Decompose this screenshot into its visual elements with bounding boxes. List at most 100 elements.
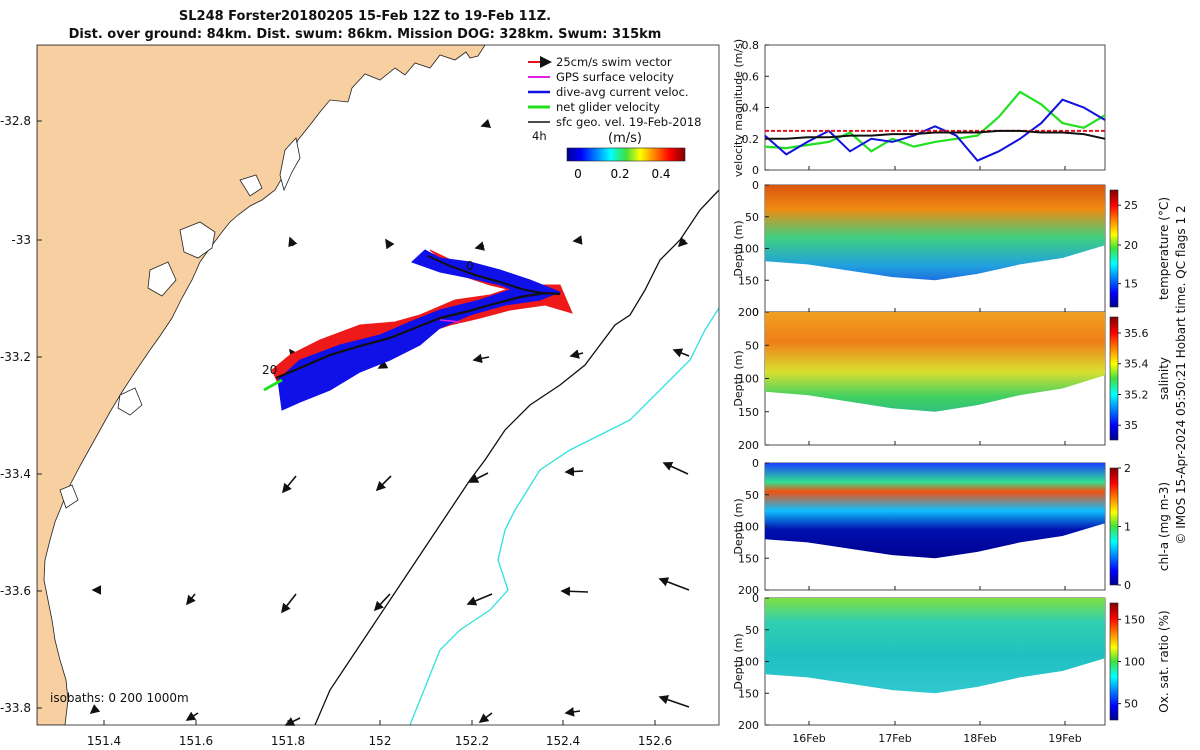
isobath-200m [314,189,719,725]
cbar-tick-0.2: 0.2 [610,167,629,181]
track-line [427,255,549,295]
copyright-note: © IMOS 15-Apr-2024 05:50:21 Hobart time.… [1174,205,1188,544]
colorbar-label: Ox. sat. ratio (%) [1157,610,1171,712]
sfc-velocity-arrow [658,695,690,708]
time-tick-label: 17Feb [878,732,911,745]
lat-tick-label: -33.6 [0,584,31,598]
net-velocity [263,378,283,392]
profile-colorbar [1109,602,1119,721]
depth-tick-label: 50 [745,211,759,224]
colorbar-tick-label: 2 [1124,462,1131,475]
depth-ylabel: Depth (m) [732,350,745,406]
time-tick-label: 18Feb [963,732,996,745]
lake [147,261,177,297]
lon-tick-label: 152.2 [455,734,489,748]
colorbar-label: temperature (°C) [1157,197,1171,300]
colorbar-label: chl-a (mg m-3) [1157,482,1171,571]
depth-tick-label: 150 [738,406,759,419]
depth-tick-label: 100 [738,373,759,386]
colorbar-tick-label: 35 [1124,419,1138,432]
lake [179,221,216,259]
sfc-velocity-arrow [373,593,391,612]
profile-panel-salinity: 0 50 100 150 200 Depth (m) 35 35.2 35.4 35.6 salin… [732,306,1171,452]
colorbar-tick-label: 15 [1124,278,1138,291]
cbar-tick-0: 0 [574,167,582,181]
colorbar-tick-label: 35.4 [1124,358,1149,371]
depth-tick-label: 50 [745,489,759,502]
velocity-series-line [764,98,1106,162]
sfc-velocity-arrow [185,711,199,721]
lat-tick-label: -32.8 [0,114,31,128]
sfc-velocity-arrow [186,593,196,606]
figure-title-line1: SL248 Forster20180205 15-Feb 12Z to 19-F… [178,9,552,24]
map-panel: 151.4 151.6 151.8 152 152.2 152.4 152.6 -32.8-… [0,44,720,748]
depth-tick-label: 0 [752,306,759,319]
depth-tick-label: 100 [738,243,759,256]
profile-colorbar [1109,189,1119,308]
lon-tick-label: 152.4 [546,734,580,748]
lake [59,484,79,509]
lat-tick-label: -33.2 [0,350,31,364]
depth-tick-label: 200 [738,439,759,452]
profile-panel-temperature: 0 50 100 150 200 Depth (m) 15 20 25 temperature (… [732,179,1171,319]
legend-net: net glider velocity [556,100,660,114]
sfc-velocity-arrow [677,236,689,248]
profile-panel-chl-a: 0 50 100 150 200 Depth (m) 0 1 2 chl-a (mg m-3) [732,457,1171,597]
sfc-velocity-arrow [480,118,492,129]
profile-data-area [765,185,1105,281]
sfc-velocity-arrow [468,472,489,483]
map-frame [36,44,720,726]
sfc-velocity-arrow [572,235,583,245]
isobath-1000m [409,307,719,725]
sfc-velocity-arrow [281,475,297,494]
depth-tick-label: 150 [738,274,759,287]
velocity-ytick-label: 0 [752,164,759,177]
lat-tick-label: -33 [11,233,31,247]
velocity-series-line [764,90,1106,153]
colorbar-unit: (m/s) [608,131,642,146]
track-line [275,291,561,380]
profile-colorbar [1109,316,1119,441]
colorbar-tick-label: 25 [1124,199,1138,212]
sfc-velocity-arrow [472,353,490,364]
sfc-velocity-arrow [375,475,392,492]
velocity-frame [764,44,1106,171]
lon-tick-label: 151.6 [179,734,213,748]
lat-tick-label: -33.8 [0,701,31,715]
sfc-velocity-arrow [564,707,581,717]
sfc-velocity-arrow [288,236,298,248]
geostrophic-velocity-arrows [89,118,690,726]
depth-tick-label: 200 [738,584,759,597]
depth-tick-label: 200 [738,719,759,732]
sfc-velocity-arrow [662,461,689,475]
lake [239,174,263,197]
sfc-velocity-arrow [672,348,690,358]
colorbar-tick-label: 35.6 [1124,327,1149,340]
sfc-velocity-arrow [281,593,297,614]
sfc-velocity-arrow [385,238,395,250]
lon-tick-label: 151.4 [87,734,121,748]
depth-tick-label: 150 [738,552,759,565]
cbar-tick-0.4: 0.4 [651,167,670,181]
colorbar-tick-label: 1 [1124,521,1131,534]
sfc-velocity-arrow [658,577,690,591]
glider-track [263,249,573,411]
profile-data-area [765,312,1105,412]
lon-tick-label: 152.6 [638,734,672,748]
depth-tick-label: 0 [752,457,759,470]
colorbar-tick-label: 0 [1124,579,1131,592]
legend-swim: 25cm/s swim vector [556,55,672,69]
lat-tick-label: -33.4 [0,467,31,481]
time-tick-label: 19Feb [1048,732,1081,745]
sfc-velocity-arrow [564,466,584,477]
longitude-axis: 151.4 151.6 151.8 152 152.2 152.4 152.6 [87,720,672,748]
lon-tick-label: 152 [369,734,392,748]
depth-ylabel: Depth (m) [732,498,745,554]
current-vectors [411,249,557,297]
map-colorbar: 0 0.2 0.4 [566,147,686,181]
legend-gps: GPS surface velocity [556,70,674,84]
colorbar-label: salinity [1157,357,1171,400]
sfc-velocity-arrow [478,712,493,723]
sfc-velocity-arrow [560,586,589,597]
